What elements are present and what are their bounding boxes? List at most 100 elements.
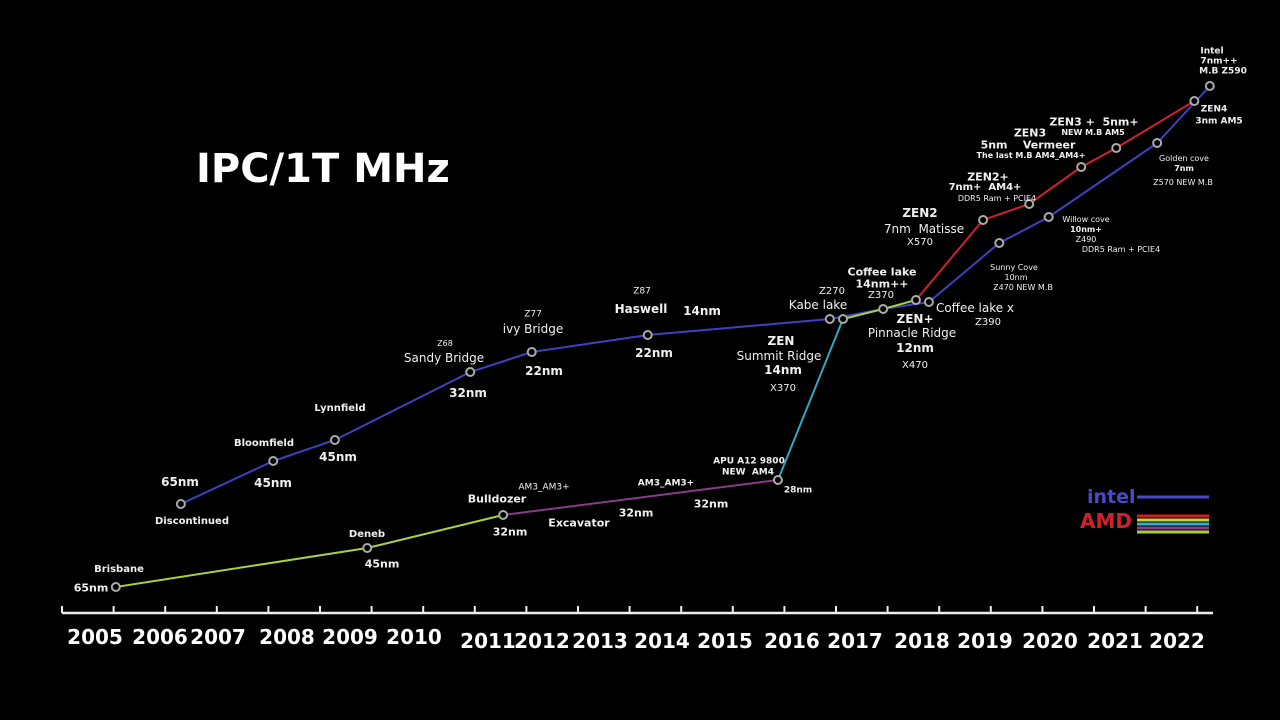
- data-annotation: X470: [902, 360, 928, 371]
- data-point: [923, 297, 934, 307]
- x-tick-label: 2013: [572, 629, 628, 653]
- data-annotation: ivy Bridge: [502, 322, 564, 336]
- data-annotation: Coffee lake: [847, 265, 917, 279]
- data-annotation: 65nm: [161, 475, 199, 489]
- data-annotation: 22nm: [635, 346, 673, 360]
- data-annotation: 14nm: [764, 363, 802, 377]
- data-annotation: Golden cove: [1159, 154, 1209, 163]
- data-point: [1076, 162, 1087, 172]
- data-annotation: 7nm: [1174, 164, 1194, 173]
- data-annotation: NEW AM4: [721, 467, 775, 478]
- data-annotation: NEW M.B AM5: [1061, 128, 1125, 137]
- data-annotation: 10nm: [1004, 273, 1028, 282]
- data-point: [772, 475, 783, 485]
- data-point: [1111, 143, 1122, 153]
- data-annotation: DDR5 Ram + PCIE4: [1081, 245, 1161, 254]
- x-tick-label: 2014: [634, 629, 690, 653]
- x-tick-label: 2009: [322, 625, 378, 649]
- amd-series-segment-1: [502, 479, 779, 516]
- data-annotation: Deneb: [348, 529, 386, 540]
- data-annotation: ZEN: [767, 334, 795, 348]
- data-annotation: AM3_AM3+: [518, 482, 570, 493]
- x-tick-label: 2006: [132, 625, 188, 649]
- data-annotation: 32nm: [693, 497, 729, 511]
- data-annotation: ZEN2+: [967, 170, 1009, 184]
- data-annotation: APU A12 9800: [713, 456, 785, 467]
- x-tick-label: 2007: [190, 625, 246, 649]
- x-tick-label: 2021: [1087, 629, 1143, 653]
- data-point: [838, 314, 849, 324]
- data-annotation: Willow cove: [1062, 215, 1110, 224]
- data-annotation: ZEN4: [1200, 104, 1228, 115]
- data-annotation: Bloomfield: [234, 438, 294, 449]
- x-tick-label: 2016: [764, 629, 820, 653]
- data-annotation: 10nm+: [1070, 225, 1102, 234]
- data-annotation: 45nm: [319, 450, 357, 464]
- data-annotation: Z370: [868, 290, 894, 301]
- data-annotation: 3nm AM5: [1195, 116, 1243, 127]
- data-annotation: Pinnacle Ridge: [867, 326, 957, 340]
- data-annotation: 14nm++: [855, 277, 909, 291]
- data-annotation: Sandy Bridge: [403, 351, 485, 365]
- data-annotation: X570: [907, 237, 933, 248]
- data-annotation: 32nm: [618, 506, 654, 520]
- data-annotation: ZEN3 + 5nm+: [1049, 115, 1139, 129]
- data-annotation: Lynnfield: [314, 403, 366, 414]
- data-annotation: 65nm: [73, 581, 109, 595]
- data-annotation: Discontinued: [155, 516, 229, 527]
- data-annotation: Bulldozer: [467, 492, 527, 506]
- data-annotation: Brisbane: [94, 564, 144, 575]
- data-point: [175, 499, 186, 509]
- legend-label-amd: AMD: [1080, 509, 1132, 533]
- data-point: [1152, 138, 1163, 148]
- x-tick-label: 2008: [259, 625, 315, 649]
- data-annotation: Z390: [975, 317, 1001, 328]
- data-annotation: 7nm+ AM4+: [948, 182, 1022, 193]
- data-annotation: 22nm: [525, 364, 563, 378]
- data-annotation: Z270: [819, 286, 845, 297]
- data-point: [978, 215, 989, 225]
- data-point: [526, 347, 537, 357]
- data-point: [1043, 212, 1054, 222]
- data-annotation: Haswell: [614, 302, 668, 316]
- data-point: [329, 435, 340, 445]
- data-point: [268, 456, 279, 466]
- data-point: [910, 295, 921, 305]
- x-tick-label: 2019: [957, 629, 1013, 653]
- data-annotation: 7nm++: [1200, 56, 1238, 67]
- data-point: [1189, 96, 1200, 106]
- data-annotation: AM3_AM3+: [637, 478, 695, 489]
- x-tick-label: 2022: [1149, 629, 1205, 653]
- x-tick-label: 2010: [386, 625, 442, 649]
- data-point: [110, 582, 121, 592]
- data-point: [1204, 81, 1215, 91]
- data-annotation: Coffee lake x: [935, 301, 1015, 315]
- data-annotation: Z490: [1075, 235, 1097, 244]
- x-tick-label: 2020: [1022, 629, 1078, 653]
- x-tick-label: 2011: [460, 629, 516, 653]
- data-point: [465, 367, 476, 377]
- data-point: [824, 314, 835, 324]
- data-annotation: The last M.B AM4_AM4+: [976, 151, 1086, 160]
- data-annotation: 7nm Matisse: [883, 222, 965, 236]
- data-annotation: X370: [770, 383, 796, 394]
- data-annotation: Intel: [1200, 46, 1224, 57]
- data-annotation: 32nm: [449, 386, 487, 400]
- data-annotation: 28nm: [783, 485, 813, 496]
- data-annotation: Sunny Cove: [990, 263, 1038, 272]
- data-annotation: Z570 NEW M.B: [1153, 178, 1213, 187]
- data-annotation: M.B Z590: [1199, 66, 1247, 77]
- data-annotation: ZEN3: [1013, 126, 1047, 140]
- data-annotation: 14nm: [683, 304, 721, 318]
- amd-series-segment-4: [915, 100, 1195, 301]
- data-annotation: ZEN2: [902, 206, 938, 220]
- data-point: [642, 330, 653, 340]
- data-annotation: Summit Ridge: [736, 349, 822, 363]
- chart-title: IPC/1T MHz: [196, 146, 450, 192]
- data-annotation: ZEN+: [896, 312, 934, 326]
- data-point: [878, 304, 889, 314]
- data-annotation: 45nm: [254, 476, 292, 490]
- data-annotation: Excavator: [548, 516, 610, 530]
- data-point: [498, 510, 509, 520]
